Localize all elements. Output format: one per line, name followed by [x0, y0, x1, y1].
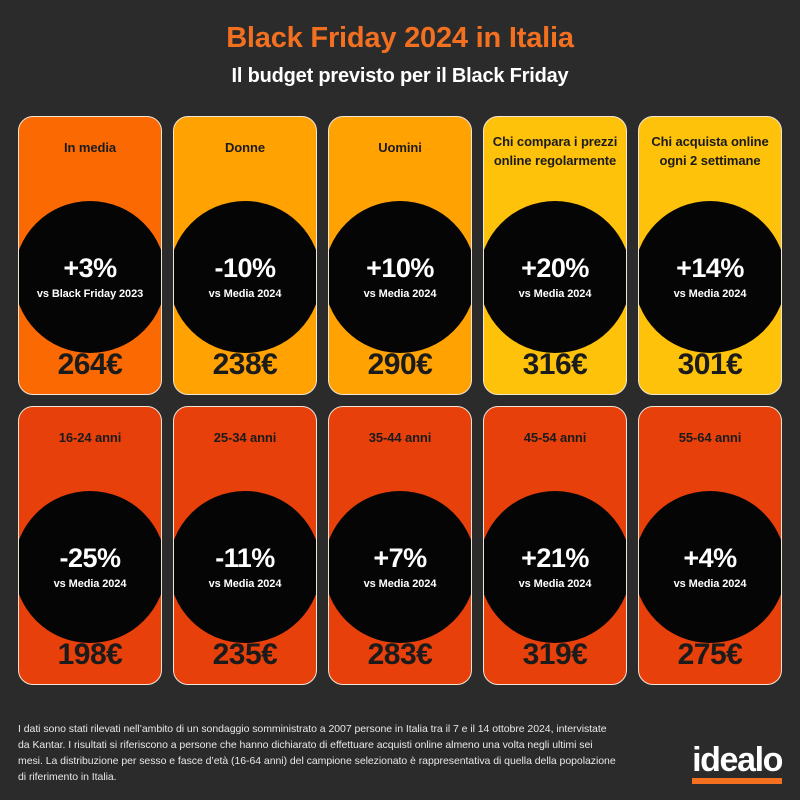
- stat-card-acquista-online: Chi acquista online ogni 2 settimane +14…: [638, 116, 782, 395]
- stat-card-age-35-44: 35-44 anni +7% vs Media 2024 283€: [328, 406, 472, 685]
- stat-value: 319€: [522, 638, 588, 671]
- stat-card-uomini: Uomini +10% vs Media 2024 290€: [328, 116, 472, 395]
- stat-bubble: +14% vs Media 2024: [639, 201, 781, 353]
- stat-value: 264€: [57, 348, 123, 381]
- stat-reference: vs Media 2024: [518, 577, 592, 590]
- stat-card-title: 35-44 anni: [335, 429, 465, 448]
- stat-value: 238€: [212, 348, 278, 381]
- stat-card-title: Uomini: [335, 139, 465, 158]
- stat-reference: vs Media 2024: [518, 287, 592, 300]
- stat-reference: vs Media 2024: [208, 287, 282, 300]
- stat-bubble: -10% vs Media 2024: [174, 201, 316, 353]
- stat-bubble: +10% vs Media 2024: [329, 201, 471, 353]
- stat-card-title: In media: [25, 139, 155, 158]
- stat-percent: +21%: [521, 542, 589, 573]
- stat-bubble: +21% vs Media 2024: [484, 491, 626, 643]
- stat-card-title: Chi acquista online ogni 2 settimane: [645, 133, 775, 171]
- stat-card-title: Chi compara i prezzi online regolarmente: [490, 133, 620, 171]
- stat-percent: +4%: [683, 542, 737, 573]
- stat-card-title-line1: 25-34 anni: [213, 430, 277, 445]
- stat-reference: vs Media 2024: [673, 287, 747, 300]
- stat-value: 283€: [367, 638, 433, 671]
- stat-card-title-line1: 16-24 anni: [58, 430, 122, 445]
- stat-card-title-line1: Uomini: [378, 140, 422, 155]
- stat-percent: +20%: [521, 252, 589, 283]
- stat-card-age-45-54: 45-54 anni +21% vs Media 2024 319€: [483, 406, 627, 685]
- stat-value: 275€: [677, 638, 743, 671]
- stat-percent: -25%: [59, 542, 121, 573]
- stat-percent: +10%: [366, 252, 434, 283]
- stat-reference: vs Black Friday 2023: [36, 287, 144, 300]
- stat-bubble: +7% vs Media 2024: [329, 491, 471, 643]
- stat-bubble: -11% vs Media 2024: [174, 491, 316, 643]
- stat-card-title-line1: 35-44 anni: [368, 430, 432, 445]
- stat-reference: vs Media 2024: [53, 577, 127, 590]
- card-row-1: In media +3% vs Black Friday 2023 264€ D…: [18, 116, 782, 395]
- stat-value: 301€: [677, 348, 743, 381]
- stat-percent: +3%: [63, 252, 117, 283]
- stat-card-compara-prezzi: Chi compara i prezzi online regolarmente…: [483, 116, 627, 395]
- stat-card-in-media: In media +3% vs Black Friday 2023 264€: [18, 116, 162, 395]
- stat-reference: vs Media 2024: [673, 577, 747, 590]
- stat-reference: vs Media 2024: [208, 577, 282, 590]
- stat-value: 198€: [57, 638, 123, 671]
- stat-value: 316€: [522, 348, 588, 381]
- stat-card-title-line1: 55-64 anni: [678, 430, 742, 445]
- stat-bubble: +20% vs Media 2024: [484, 201, 626, 353]
- stat-card-age-16-24: 16-24 anni -25% vs Media 2024 198€: [18, 406, 162, 685]
- methodology-note: I dati sono stati rilevati nell’ambito d…: [18, 723, 616, 784]
- stat-card-title-line1: Chi compara i prezzi: [492, 134, 618, 149]
- stat-card-title-line1: Donne: [225, 140, 265, 155]
- stat-card-age-55-64: 55-64 anni +4% vs Media 2024 275€: [638, 406, 782, 685]
- stat-percent: +14%: [676, 252, 744, 283]
- stat-card-title-line2: ogni 2 settimane: [659, 152, 761, 168]
- stat-percent: -11%: [215, 542, 275, 573]
- idealo-logo-text: idealo: [692, 740, 783, 779]
- stat-value: 290€: [367, 348, 433, 381]
- page-title: Black Friday 2024 in Italia: [226, 22, 574, 54]
- stat-card-title: 25-34 anni: [180, 429, 310, 448]
- stat-reference: vs Media 2024: [363, 287, 437, 300]
- stat-bubble: -25% vs Media 2024: [19, 491, 161, 643]
- stat-card-title: 16-24 anni: [25, 429, 155, 448]
- idealo-logo-underline: [692, 778, 782, 784]
- stat-percent: -10%: [214, 252, 276, 283]
- stat-card-title-line1: 45-54 anni: [523, 430, 587, 445]
- stat-card-title: 55-64 anni: [645, 429, 775, 448]
- stat-card-title: 45-54 anni: [490, 429, 620, 448]
- stat-reference: vs Media 2024: [363, 577, 437, 590]
- header: Black Friday 2024 in Italia Il budget pr…: [0, 0, 800, 88]
- stat-bubble: +3% vs Black Friday 2023: [19, 201, 161, 353]
- card-grid: In media +3% vs Black Friday 2023 264€ D…: [18, 116, 782, 696]
- stat-card-title-line1: In media: [64, 140, 116, 155]
- stat-card-donne: Donne -10% vs Media 2024 238€: [173, 116, 317, 395]
- idealo-logo: idealo: [692, 740, 783, 786]
- page-subtitle: Il budget previsto per il Black Friday: [231, 65, 569, 88]
- stat-card-age-25-34: 25-34 anni -11% vs Media 2024 235€: [173, 406, 317, 685]
- stat-card-title-line2: online regolarmente: [493, 152, 617, 168]
- stat-card-title: Donne: [180, 139, 310, 158]
- card-row-2: 16-24 anni -25% vs Media 2024 198€ 25-34…: [18, 406, 782, 685]
- stat-percent: +7%: [373, 542, 427, 573]
- footer: I dati sono stati rilevati nell’ambito d…: [18, 722, 783, 786]
- stat-card-title-line1: Chi acquista online: [651, 134, 769, 149]
- stat-bubble: +4% vs Media 2024: [639, 491, 781, 643]
- stat-value: 235€: [212, 638, 278, 671]
